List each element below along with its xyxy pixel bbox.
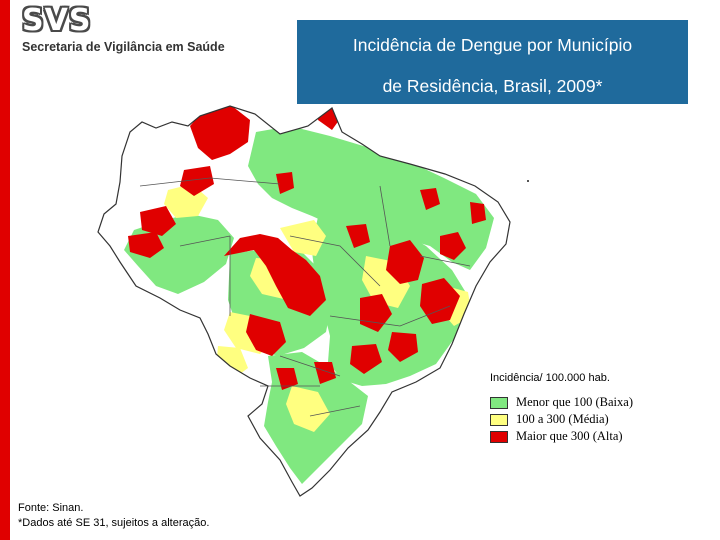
legend-swatch-high — [490, 430, 508, 443]
title-line-1: Incidência de Dengue por Município — [352, 35, 633, 55]
legend-item-medium: 100 a 300 (Média) — [490, 411, 690, 428]
logo-mark: SVS — [22, 3, 92, 38]
legend-swatch-low — [490, 396, 508, 409]
legend-swatch-medium — [490, 413, 508, 426]
logo-text: Secretaria de Vigilância em Saúde — [22, 40, 225, 54]
legend-item-high: Maior que 300 (Alta) — [490, 428, 690, 445]
left-accent-bar — [0, 0, 10, 540]
title-line-2: de Residência, Brasil, 2009* — [382, 76, 603, 96]
source-note: Fonte: Sinan. *Dados até SE 31, sujeitos… — [18, 501, 209, 531]
title-box: Incidência de Dengue por Município de Re… — [297, 20, 688, 104]
disclaimer-text: *Dados até SE 31, sujeitos a alteração. — [18, 517, 210, 529]
brazil-dengue-map — [97, 105, 511, 497]
legend-item-low: Menor que 100 (Baixa) — [490, 394, 690, 411]
svs-logo: SVS Secretaria de Vigilância em Saúde — [22, 3, 225, 56]
legend-label-medium: 100 a 300 (Média) — [516, 412, 609, 426]
source-text: Fonte: Sinan. — [18, 502, 84, 514]
map-speck — [527, 180, 529, 182]
legend-label-low: Menor que 100 (Baixa) — [516, 395, 633, 409]
legend-title: Incidência/ 100.000 hab. — [490, 372, 610, 384]
legend-label-high: Maior que 300 (Alta) — [516, 429, 623, 443]
map-legend: Incidência/ 100.000 hab. Menor que 100 (… — [490, 372, 690, 445]
